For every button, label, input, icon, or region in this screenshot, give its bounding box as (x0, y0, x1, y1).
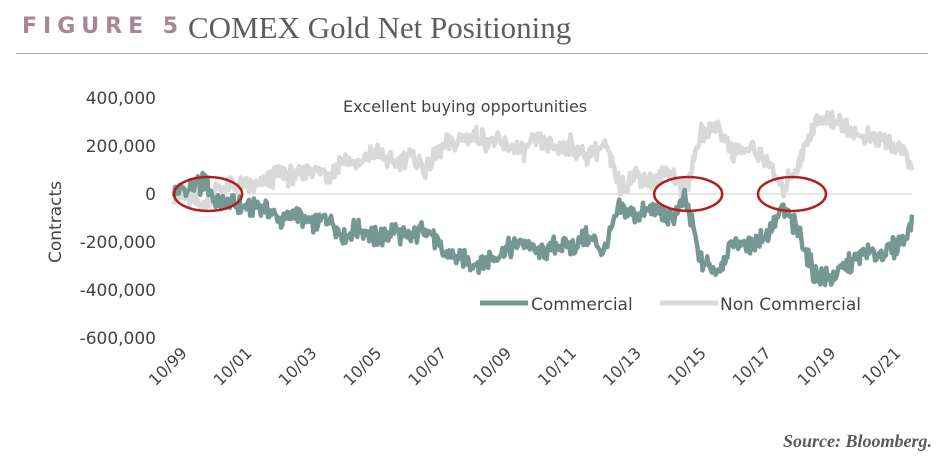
chart-annotation: Excellent buying opportunities (343, 97, 588, 116)
series-lines (171, 109, 915, 288)
x-tick-label: 10/07 (404, 343, 450, 389)
y-axis-ticks: 400,000 200,000 0 -200,000 -400,000 -600,000 (80, 89, 156, 349)
x-tick-label: 10/09 (469, 343, 515, 389)
y-tick-label: 0 (145, 185, 156, 205)
buying-opportunity-circle (756, 175, 828, 213)
title-divider (16, 53, 928, 54)
x-tick-label: 10/01 (210, 343, 256, 389)
figure-title: COMEX Gold Net Positioning (188, 10, 572, 45)
series-line-commercial (171, 170, 915, 288)
y-tick-label: 400,000 (86, 89, 156, 109)
x-tick-label: 10/03 (275, 343, 321, 389)
legend: Commercial Non Commercial (480, 295, 861, 315)
y-tick-label: -600,000 (80, 329, 156, 349)
y-axis-title: Contracts (46, 181, 66, 263)
legend-commercial-label: Commercial (531, 295, 633, 315)
x-tick-label: 10/17 (729, 343, 775, 389)
series-line-non-commercial (171, 109, 915, 212)
legend-noncommercial-label: Non Commercial (720, 295, 861, 315)
x-tick-label: 10/11 (534, 343, 580, 389)
x-tick-label: 10/05 (339, 343, 385, 389)
buying-opportunity-circle (652, 175, 724, 213)
y-tick-label: 200,000 (86, 137, 156, 157)
x-tick-label: 10/13 (599, 343, 645, 389)
x-tick-label: 10/19 (794, 343, 840, 389)
y-tick-label: -200,000 (80, 233, 156, 253)
figure-number: FIGURE 5 (22, 14, 185, 39)
highlight-circles (172, 175, 828, 213)
source-note: Source: Bloomberg. (782, 431, 932, 451)
x-tick-label: 10/99 (145, 343, 191, 389)
buying-opportunity-circle (172, 175, 244, 213)
x-axis-ticks: 10/99 10/01 10/03 10/05 10/07 10/09 10/11 10/13… (145, 343, 905, 389)
y-tick-label: -400,000 (80, 281, 156, 301)
x-tick-label: 10/15 (664, 343, 710, 389)
x-tick-label: 10/21 (858, 343, 904, 389)
